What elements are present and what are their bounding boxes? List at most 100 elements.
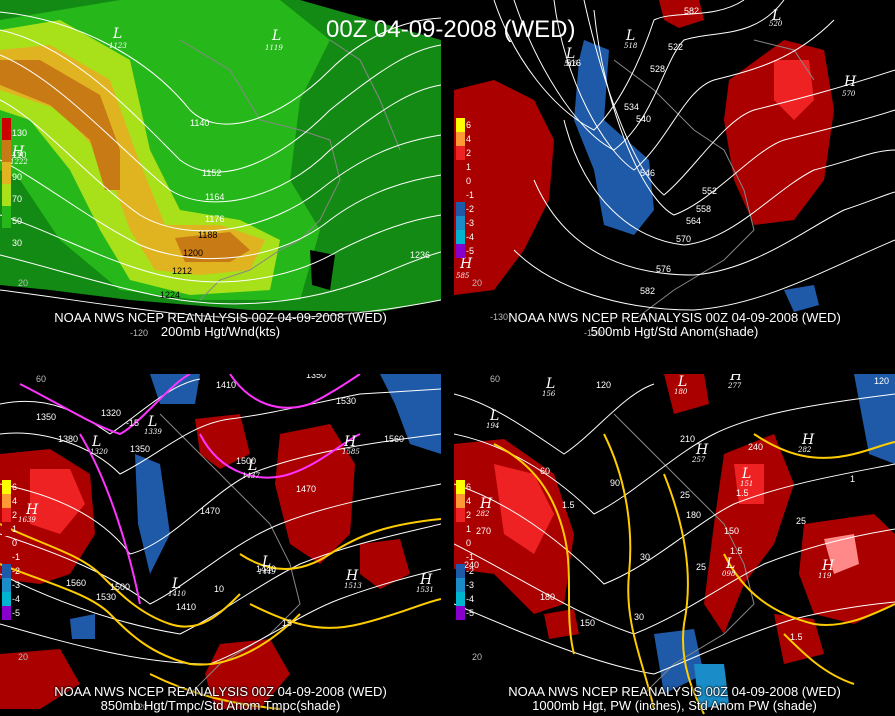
contour-label: 1350 xyxy=(36,412,56,422)
contour-label: 534 xyxy=(624,102,639,112)
legend-label: 6 xyxy=(12,482,18,492)
temp-label: 15 xyxy=(282,618,292,628)
high-center-marker: H xyxy=(801,432,815,448)
anom-positive-bottom-left xyxy=(0,649,80,709)
high-center-value: 257 xyxy=(691,456,706,464)
lat-label: 20 xyxy=(472,278,482,288)
lon-label: -130 xyxy=(490,312,508,322)
legend-label: 110 xyxy=(12,150,27,160)
anom-positive-central-core xyxy=(734,464,764,504)
legend-label: -3 xyxy=(466,580,475,590)
contour-label: 1236 xyxy=(410,250,430,260)
low-center-value: 098 xyxy=(722,570,736,578)
anom-positive-west-core xyxy=(494,464,554,554)
anom-positive-north xyxy=(664,374,709,414)
anom-negative-se xyxy=(694,664,729,709)
contour-label: 120 xyxy=(596,380,611,390)
panel-caption-fields: 1000mb Hgt, PW (inches), Std Anom PW (sh… xyxy=(532,698,817,713)
legend-label: 4 xyxy=(12,496,18,506)
legend-label: 2 xyxy=(12,510,18,520)
low-center-value: 1437 xyxy=(242,472,260,480)
panel-caption-source: NOAA NWS NCEP REANALYSIS 00Z 04-09-2008 … xyxy=(508,684,841,699)
coastline xyxy=(613,413,755,695)
low-center-marker: L xyxy=(247,458,257,474)
legend-label: -4 xyxy=(12,594,21,604)
anom-positive-central xyxy=(704,434,794,634)
anom-positive-south xyxy=(544,609,579,639)
panel-1000mb: 120 210 90 180 150 60 270 240 30 240 180… xyxy=(454,374,895,716)
anom-negative-trough xyxy=(574,40,654,235)
panel-caption-source: NOAA NWS NCEP REANALYSIS 00Z 04-09-2008 … xyxy=(54,684,387,699)
low-center-value: 518 xyxy=(624,42,638,50)
legend-label: 50 xyxy=(12,216,23,226)
low-center-marker: L xyxy=(271,28,281,44)
high-center-value: 1222 xyxy=(10,158,28,166)
contour-label: 516 xyxy=(566,58,581,68)
anomaly-legend: 6 4 2 1 0 -1 -2 -3 -4 -5 xyxy=(456,118,490,258)
contour-label: 576 xyxy=(656,264,671,274)
contour-label: 1470 xyxy=(200,506,220,516)
contour-label: 1152 xyxy=(202,168,221,178)
pw-label: 25 xyxy=(696,562,706,572)
high-center-marker: H xyxy=(729,374,743,384)
contour-label: 90 xyxy=(610,478,620,488)
contour-label: 546 xyxy=(640,168,655,178)
contour-label: 1320 xyxy=(101,408,121,418)
legend-label: -5 xyxy=(466,608,475,618)
contour-label: 552 xyxy=(702,186,717,196)
high-center-value: 1639 xyxy=(18,516,36,524)
contour-label: 1350 xyxy=(306,374,326,380)
legend-label: 0 xyxy=(12,538,18,548)
coastline xyxy=(613,39,815,321)
legend-label: 0 xyxy=(466,176,472,186)
high-center-value: 1585 xyxy=(342,448,360,456)
high-center-marker: H xyxy=(343,434,357,450)
contour-label: 240 xyxy=(464,560,479,570)
anom-positive-west xyxy=(454,80,554,295)
contour-label: 1350 xyxy=(130,444,150,454)
low-center-value: 1320 xyxy=(90,448,108,456)
legend-label: -3 xyxy=(466,218,475,228)
contour-label: 270 xyxy=(476,526,491,536)
contour-label: 1188 xyxy=(198,230,217,240)
contour-label: 558 xyxy=(696,204,711,214)
contour-label: 540 xyxy=(636,114,651,124)
anom-positive-east-core xyxy=(824,534,859,574)
contour-label: 1164 xyxy=(205,192,224,202)
lon-label: -120 xyxy=(584,328,602,338)
anom-negative-south xyxy=(784,285,819,312)
low-center-marker: L xyxy=(741,466,751,482)
legend-label: 2 xyxy=(466,148,472,158)
anom-negative-west xyxy=(135,454,170,574)
low-center-value: 1119 xyxy=(265,44,283,52)
legend-label: 30 xyxy=(12,238,23,248)
contour-label: 150 xyxy=(580,618,595,628)
contour-label: 1176 xyxy=(205,214,224,224)
high-center-marker: H xyxy=(11,144,25,160)
lat-label: 60 xyxy=(36,374,46,384)
high-center-marker: H xyxy=(821,558,835,574)
lat-label: 60 xyxy=(490,374,500,384)
low-center-marker: L xyxy=(91,434,101,450)
panel-200mb-map: 1140 1152 1164 1176 1188 1200 1212 1224 … xyxy=(0,0,441,342)
high-center-value: 277 xyxy=(727,382,742,390)
contour-label: 1200 xyxy=(183,248,203,258)
contour-label: 1410 xyxy=(176,602,196,612)
low-center-marker: L xyxy=(261,554,271,570)
contour-label: 30 xyxy=(640,552,650,562)
low-center-marker: L xyxy=(771,8,781,24)
legend-label: 90 xyxy=(12,172,23,182)
low-center-value: 516 xyxy=(564,60,578,68)
anom-negative-east xyxy=(380,374,441,454)
high-center-marker: H xyxy=(843,74,857,90)
temp-label: -15 xyxy=(126,418,139,428)
high-center-value: 282 xyxy=(475,510,490,518)
low-center-value: 1123 xyxy=(109,42,127,50)
high-center-marker: H xyxy=(25,502,39,518)
high-center-marker: H xyxy=(479,496,493,512)
contour-label: 180 xyxy=(540,592,555,602)
pw-label: 1.5 xyxy=(736,488,749,498)
contour-label: 1560 xyxy=(384,434,404,444)
low-center-value: 1410 xyxy=(168,590,186,598)
